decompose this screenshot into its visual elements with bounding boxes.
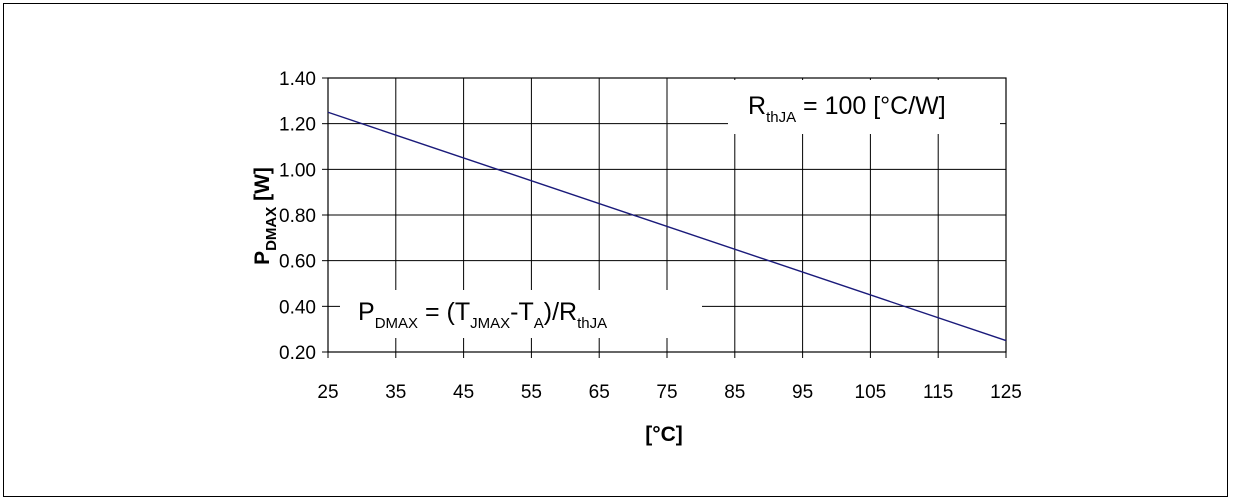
x-tick-label: 125: [990, 382, 1022, 403]
rth-annotation-box: [728, 80, 1000, 134]
y-tick-label: 0.80: [279, 206, 316, 227]
x-tick-label: 35: [385, 382, 406, 403]
y-tick-label: 1.00: [279, 160, 316, 181]
x-axis-title: [°C]: [645, 423, 683, 446]
x-tick-label: 105: [855, 382, 887, 403]
x-tick-label: 115: [923, 382, 953, 403]
x-tick-label: 95: [792, 382, 813, 403]
y-tick-label: 0.60: [279, 252, 316, 273]
y-axis-title: PDMAX [W]: [251, 167, 280, 265]
x-tick-label: 85: [724, 382, 745, 403]
y-tick-label: 0.40: [279, 297, 316, 318]
y-tick-label: 1.20: [279, 115, 316, 136]
rth-annotation: RthJA = 100 [°C/W]: [748, 92, 946, 126]
x-tick-labels: 25 35 45 55 65 75 85 95 105 115 125: [317, 382, 1021, 403]
y-tick-labels: 0.20 0.40 0.60 0.80 1.00 1.20 1.40: [279, 69, 316, 364]
x-tick-label: 65: [589, 382, 610, 403]
x-tick-label: 45: [453, 382, 474, 403]
figure-frame: [3, 3, 1228, 497]
y-tick-label: 1.40: [279, 69, 316, 90]
y-tick-label: 0.20: [279, 343, 316, 364]
x-tick-label: 75: [656, 382, 677, 403]
series-line-pdmax: [327, 111, 1007, 342]
formula-annotation-box: [340, 290, 702, 338]
x-tick-label: 25: [317, 382, 338, 403]
x-tick-label: 55: [521, 382, 542, 403]
axis-ticks: [322, 77, 1007, 358]
formula-annotation: PDMAX = (TJMAX-TA)/RthJA: [358, 298, 607, 332]
